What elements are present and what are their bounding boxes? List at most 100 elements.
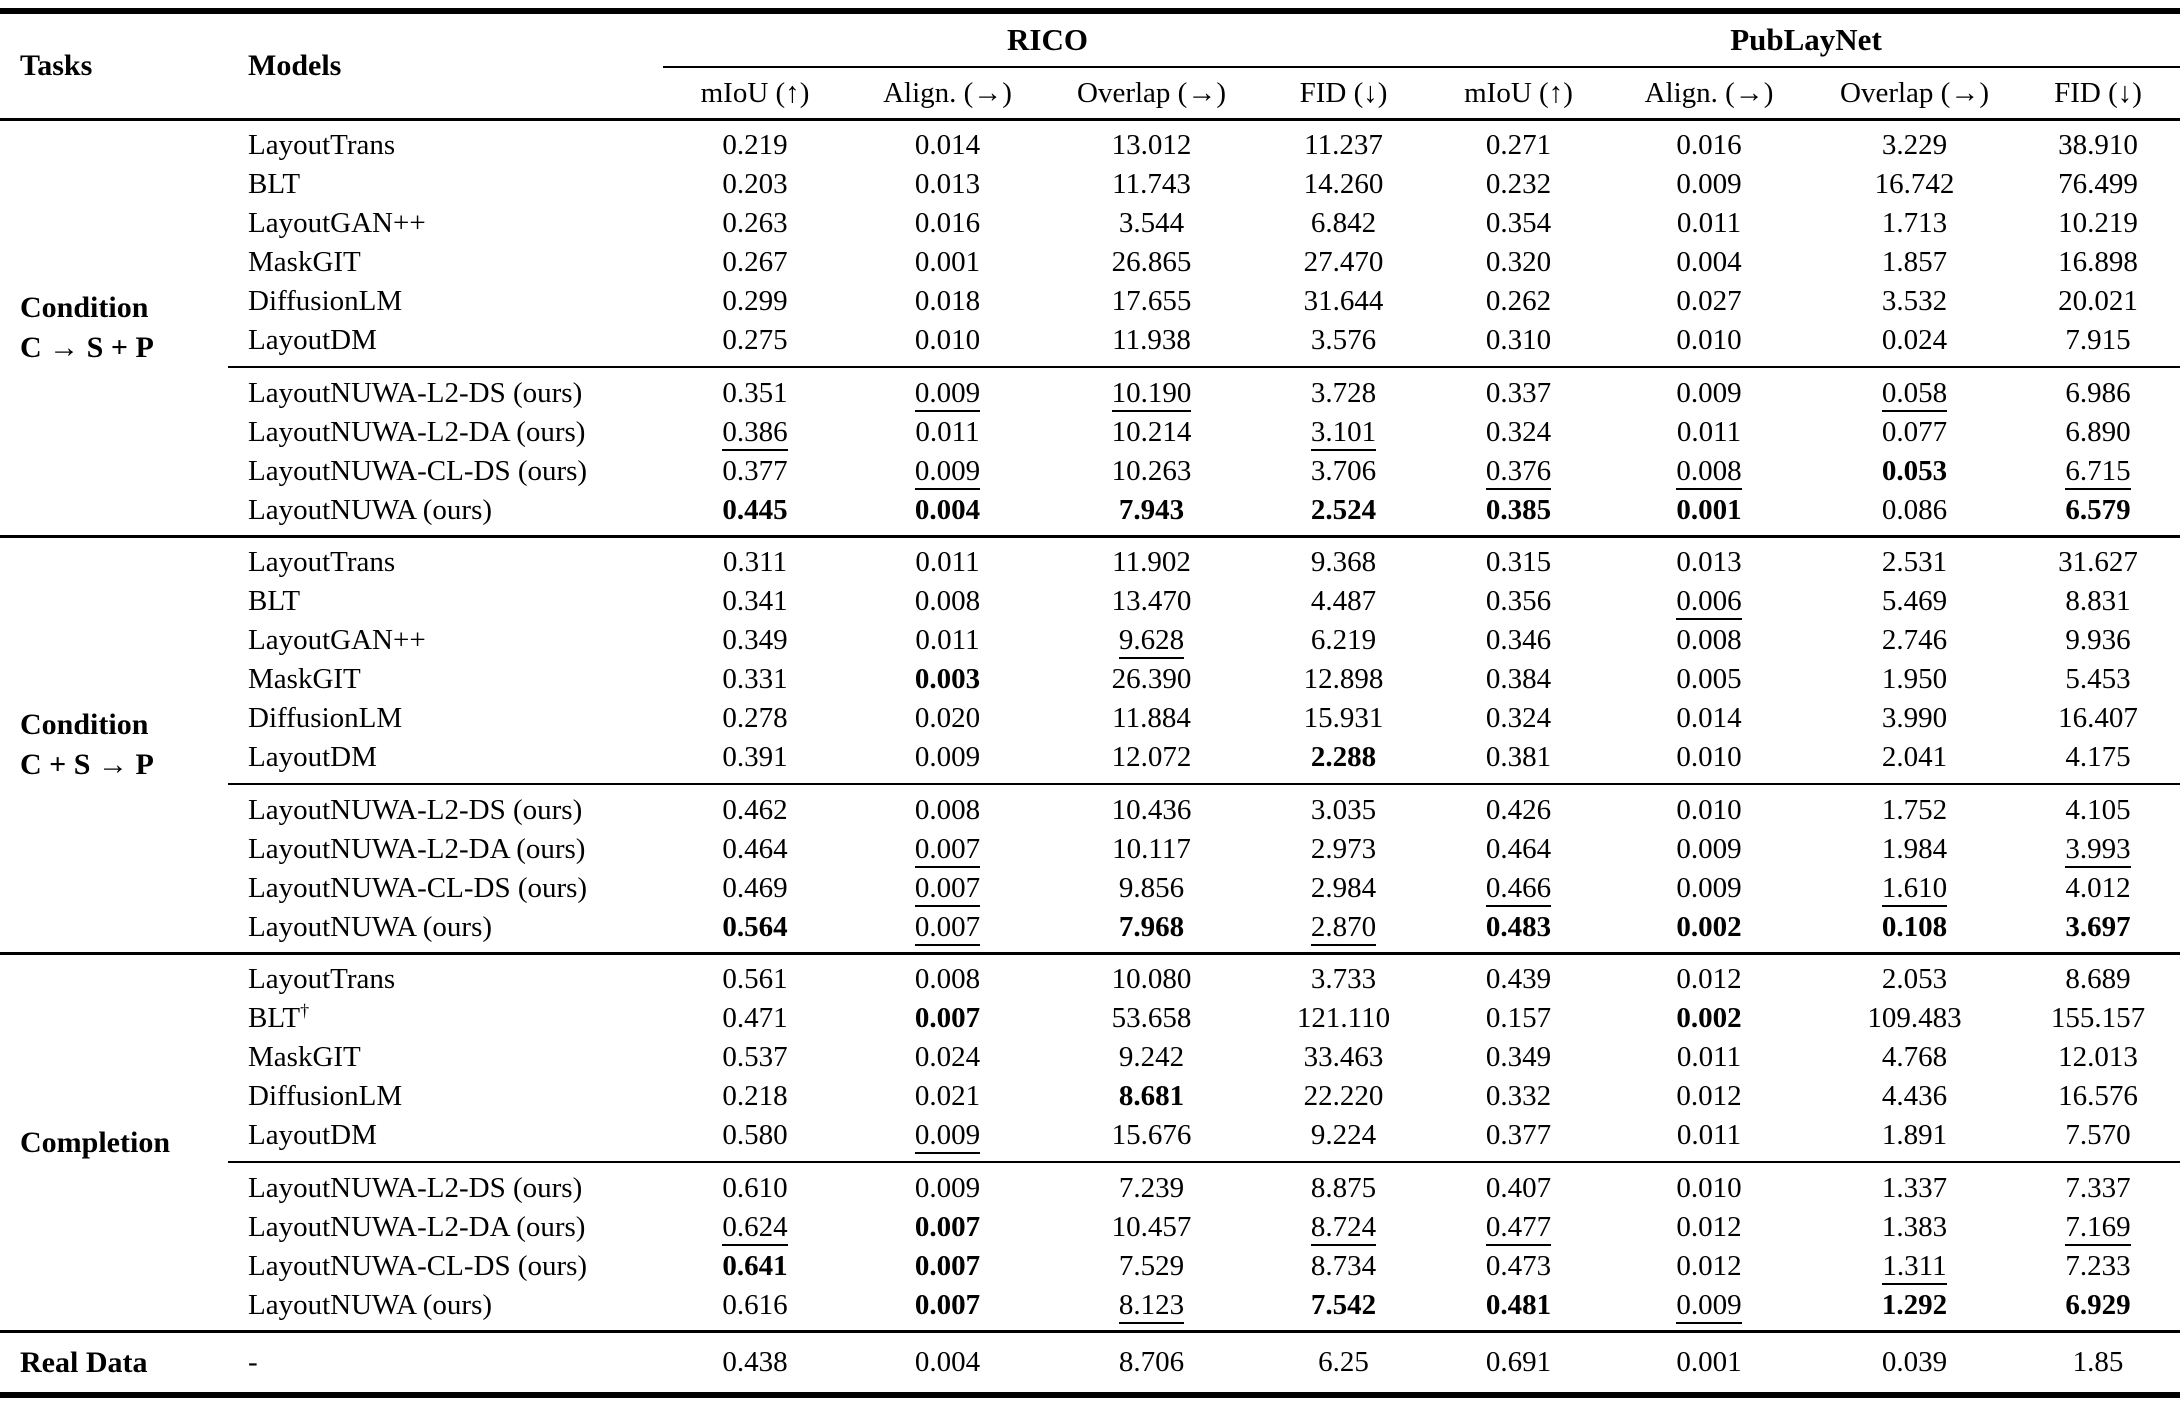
metric-value: 2.041 — [1881, 741, 1948, 773]
metric-value: 11.902 — [1112, 546, 1191, 578]
metric-value: 0.351 — [722, 377, 788, 409]
metric-value-cell: 0.108 — [1813, 908, 2016, 947]
table-row: BLT 0.341 0.008 13.470 4.487 0.356 0.006 5.469 8… — [228, 582, 2180, 621]
task-section: Real Data - 0.438 0.004 8.706 6.25 0.691 0.001 0… — [0, 1333, 2180, 1392]
model-name-cell: LayoutNUWA-L2-DS (ours) — [228, 374, 663, 413]
best-value: 0.385 — [1485, 494, 1552, 526]
metric-value-cell: 7.915 — [2016, 321, 2180, 360]
metric-value-cell: 2.288 — [1255, 738, 1432, 777]
metric-value: 0.010 — [1676, 741, 1742, 773]
metric-value: 6.219 — [1310, 624, 1377, 656]
metric-value: 3.706 — [1310, 455, 1377, 487]
metric-value: 2.984 — [1310, 872, 1377, 904]
second-best-value: 0.477 — [1485, 1211, 1552, 1246]
metric-value-cell: 3.544 — [1048, 204, 1255, 243]
second-best-value: 0.009 — [1676, 1289, 1742, 1324]
metric-value-cell: 0.009 — [847, 374, 1048, 413]
metric-value: 31.644 — [1303, 285, 1384, 317]
metric-value-cell: 0.275 — [663, 321, 847, 360]
table-row: LayoutNUWA-CL-DS (ours) 0.469 0.007 9.856 2.… — [228, 869, 2180, 908]
metric-value: 0.337 — [1485, 377, 1552, 409]
metric-value-cell: 15.931 — [1255, 699, 1432, 738]
metric-value: 0.001 — [1676, 1346, 1742, 1378]
metric-value: 10.214 — [1111, 416, 1192, 448]
metric-value: 0.232 — [1485, 168, 1552, 200]
metric-value: 0.157 — [1485, 1002, 1552, 1034]
header-bottom-rule — [0, 118, 2180, 121]
model-name-cell: MaskGIT — [228, 660, 663, 699]
metric-value-cell: 0.299 — [663, 282, 847, 321]
metric-value: 1.984 — [1881, 833, 1948, 865]
metric-value-cell: 31.627 — [2016, 543, 2180, 582]
metric-value-cell: 1.85 — [2016, 1343, 2180, 1382]
metric-value-cell: 0.391 — [663, 738, 847, 777]
metric-value-cell: 10.080 — [1048, 960, 1255, 999]
second-best-value: 9.628 — [1118, 624, 1185, 659]
metric-value-cell: 12.072 — [1048, 738, 1255, 777]
metric-value-cell: 13.470 — [1048, 582, 1255, 621]
metric-value: 7.570 — [2065, 1119, 2131, 1151]
table-row: LayoutNUWA-L2-DA (ours) 0.624 0.007 10.457 8… — [228, 1208, 2180, 1247]
model-name-cell: LayoutNUWA-L2-DS (ours) — [228, 1169, 663, 1208]
metric-value: 0.218 — [722, 1080, 788, 1112]
metric-value-cell: 1.713 — [1813, 204, 2016, 243]
metric-value: 0.462 — [722, 794, 788, 826]
metric-value-cell: 0.086 — [1813, 491, 2016, 530]
metric-value-cell: 0.012 — [1605, 960, 1813, 999]
best-value: 0.007 — [914, 1250, 981, 1282]
metric-value-cell: 0.320 — [1432, 243, 1605, 282]
dataset-group-row: RICO PubLayNet — [663, 14, 2180, 66]
metric-value: 6.25 — [1318, 1346, 1369, 1378]
metric-header-rico-miou: mIoU (↑) — [700, 76, 810, 109]
metric-value-cell: 0.009 — [1605, 374, 1813, 413]
metric-value: 3.035 — [1310, 794, 1377, 826]
second-best-value: 0.009 — [914, 377, 981, 412]
best-value: 2.288 — [1310, 741, 1377, 773]
model-name-cell: LayoutGAN++ — [228, 204, 663, 243]
model-name: LayoutNUWA (ours) — [248, 1289, 493, 1321]
metric-value-cell: 8.831 — [2016, 582, 2180, 621]
metric-value-cell: 3.101 — [1255, 413, 1432, 452]
metric-value-cell: 10.457 — [1048, 1208, 1255, 1247]
metric-value-cell: 0.012 — [1605, 1247, 1813, 1286]
task-label-line: Condition — [20, 291, 149, 324]
metric-value: 0.464 — [722, 833, 788, 865]
best-value: 6.929 — [2065, 1289, 2131, 1321]
metric-value-cell: 26.865 — [1048, 243, 1255, 282]
metric-value: 0.014 — [1676, 702, 1742, 734]
best-value: 7.542 — [1310, 1289, 1377, 1321]
metric-value: 0.012 — [1676, 1080, 1742, 1112]
metric-value-cell: 0.462 — [663, 791, 847, 830]
metric-value: 27.470 — [1303, 246, 1384, 278]
metric-value-cell: 0.219 — [663, 126, 847, 165]
best-value: 0.007 — [914, 1211, 981, 1243]
metric-value-cell: 0.008 — [847, 582, 1048, 621]
metric-value-cell: 0.012 — [1605, 1208, 1813, 1247]
best-value: 0.007 — [914, 1289, 981, 1321]
metric-value-cell: 0.020 — [847, 699, 1048, 738]
metric-value: 0.039 — [1881, 1346, 1948, 1378]
metric-value: 0.005 — [1676, 663, 1742, 695]
metric-header-rico-fid: FID (↓) — [1299, 76, 1388, 109]
second-best-value: 1.610 — [1881, 872, 1948, 907]
metric-value: 26.390 — [1111, 663, 1192, 695]
model-name-cell: BLT — [228, 165, 663, 204]
model-name: LayoutNUWA-CL-DS (ours) — [248, 455, 588, 487]
metric-value-cell: 4.436 — [1813, 1077, 2016, 1116]
metric-value-cell: 0.010 — [847, 321, 1048, 360]
metric-value: 0.012 — [1676, 1250, 1742, 1282]
metric-value-cell: 0.027 — [1605, 282, 1813, 321]
group-label-publaynet: PubLayNet — [1730, 22, 1882, 57]
metric-value: 4.175 — [2065, 741, 2131, 773]
metric-value-cell: 0.024 — [1813, 321, 2016, 360]
metric-value-cell: 0.012 — [1605, 1077, 1813, 1116]
best-value: 0.564 — [722, 911, 788, 943]
metric-value-cell: 8.734 — [1255, 1247, 1432, 1286]
model-name: LayoutDM — [248, 324, 377, 356]
metric-value-cell: 0.011 — [1605, 1116, 1813, 1155]
metric-value-cell: 0.001 — [1605, 491, 1813, 530]
metric-value-cell: 0.003 — [847, 660, 1048, 699]
metric-value-cell: 10.190 — [1048, 374, 1255, 413]
metric-header-publaynet-overlap: Overlap (→) — [1840, 76, 1989, 109]
model-name: BLT — [248, 585, 301, 617]
